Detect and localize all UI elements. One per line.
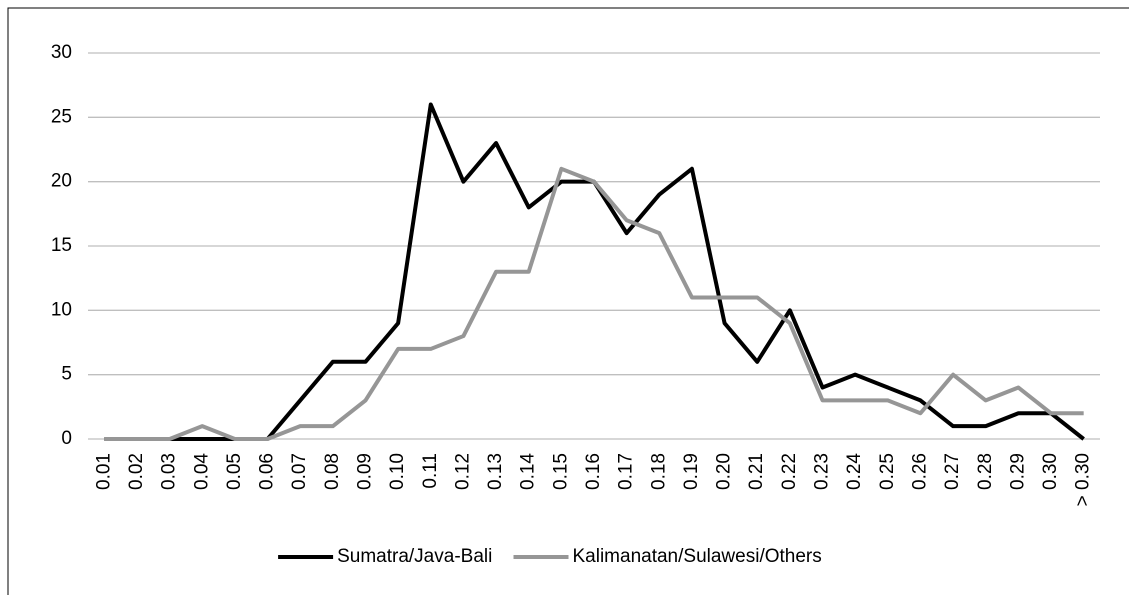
x-tick-label: 0.24 (844, 453, 865, 490)
y-tick-label: 0 (61, 428, 72, 449)
x-tick-label: 0.17 (616, 453, 637, 490)
x-tick-label: 0.08 (322, 453, 343, 490)
x-tick-label: 0.11 (420, 453, 441, 489)
x-tick-label: 0.03 (159, 453, 180, 490)
x-tick-label: 0.29 (1007, 453, 1028, 490)
x-tick-label: 0.15 (550, 453, 571, 490)
x-tick-label: > 0.30 (1073, 453, 1094, 506)
x-tick-label: 0.19 (681, 453, 702, 490)
x-tick-label: 0.28 (975, 453, 996, 490)
chart-frame (7, 7, 1129, 595)
x-tick-label: 0.25 (877, 453, 898, 490)
y-tick-label: 15 (51, 235, 72, 256)
x-tick-label: 0.09 (354, 453, 375, 490)
y-tick-label: 20 (51, 171, 72, 192)
x-tick-label: 0.20 (714, 453, 735, 490)
x-tick-label: 0.23 (812, 453, 833, 490)
x-tick-label: 0.12 (452, 453, 473, 490)
x-tick-label: 0.21 (746, 453, 767, 490)
y-tick-label: 30 (51, 42, 72, 63)
x-tick-label: 0.10 (387, 453, 408, 490)
x-tick-label: 0.13 (485, 453, 506, 490)
x-tick-label: 0.30 (1040, 453, 1061, 490)
x-tick-label: 0.05 (224, 453, 245, 490)
legend-label: Sumatra/Java-Bali (337, 546, 492, 567)
legend-label: Kalimanatan/Sulawesi/Others (573, 546, 822, 567)
series-line (104, 102, 1085, 441)
x-tick-label: 0.06 (257, 453, 278, 490)
y-tick-label: 10 (51, 299, 72, 320)
series-line (104, 166, 1084, 441)
x-tick-label: 0.02 (126, 453, 147, 490)
x-tick-label: 0.04 (191, 453, 212, 490)
x-tick-label: 0.07 (289, 453, 310, 490)
y-tick-label: 5 (61, 364, 72, 385)
x-tick-label: 0.16 (583, 453, 604, 490)
x-tick-label: 0.27 (942, 453, 963, 490)
x-tick-label: 0.14 (518, 453, 539, 490)
x-tick-label: 0.01 (93, 453, 114, 490)
x-tick-label: 0.18 (648, 453, 669, 490)
y-tick-label: 25 (51, 106, 72, 127)
x-tick-label: 0.22 (779, 453, 800, 490)
x-tick-label: 0.26 (909, 453, 930, 490)
